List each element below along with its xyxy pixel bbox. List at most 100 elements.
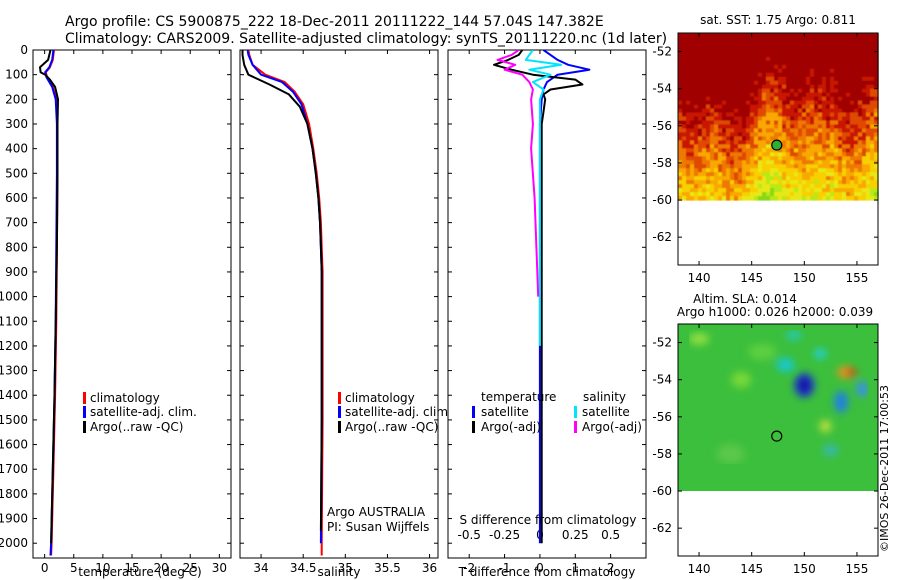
heatmap-cell xyxy=(866,112,871,118)
heatmap-cell xyxy=(790,128,795,134)
heatmap-cell xyxy=(870,48,875,54)
heatmap-cell xyxy=(818,148,823,153)
heatmap-cell xyxy=(722,60,727,66)
legend-swatch-temperature-argo xyxy=(472,421,475,433)
heatmap-cell xyxy=(818,176,823,181)
heatmap-cell xyxy=(686,180,691,185)
heatmap-cell xyxy=(702,164,707,169)
heatmap-cell xyxy=(818,124,823,130)
salinity-depth-ticks xyxy=(240,49,438,544)
heatmap-cell xyxy=(810,52,815,58)
heatmap-cell xyxy=(834,96,839,102)
heatmap-cell xyxy=(718,176,723,181)
heatmap-cell xyxy=(758,112,763,118)
heatmap-cell xyxy=(826,172,831,177)
heatmap-cell xyxy=(842,192,847,197)
heatmap-cell xyxy=(702,112,707,118)
heatmap-cell xyxy=(834,52,839,58)
heatmap-cell xyxy=(702,64,707,70)
heatmap-cell xyxy=(870,188,875,193)
heatmap-cell xyxy=(774,156,779,161)
heatmap-cell xyxy=(790,148,795,153)
heatmap-cell xyxy=(758,160,763,165)
heatmap-cell xyxy=(746,164,751,169)
heatmap-cell xyxy=(794,180,799,185)
heatmap-cell xyxy=(794,128,799,134)
heatmap-cell xyxy=(710,192,715,197)
heatmap-cell xyxy=(862,76,867,82)
heatmap-cell xyxy=(750,64,755,70)
heatmap-cell xyxy=(698,128,703,134)
heatmap-cell xyxy=(770,64,775,70)
heatmap-cell xyxy=(718,192,723,197)
heatmap-cell xyxy=(818,33,823,38)
heatmap-cell xyxy=(786,84,791,90)
heatmap-cell xyxy=(782,180,787,185)
heatmap-cell xyxy=(854,152,859,157)
heatmap-cell xyxy=(842,180,847,185)
heatmap-cell xyxy=(774,108,779,114)
heatmap-cell xyxy=(786,60,791,66)
heatmap-cell xyxy=(702,72,707,78)
heatmap-cell xyxy=(682,196,687,201)
heatmap-cell xyxy=(746,76,751,82)
heatmap-cell xyxy=(714,112,719,118)
heatmap-cell xyxy=(786,36,791,42)
heatmap-cell xyxy=(858,44,863,50)
heatmap-cell xyxy=(770,96,775,102)
heatmap-cell xyxy=(758,172,763,177)
heatmap-cell xyxy=(766,164,771,169)
heatmap-cell xyxy=(762,33,767,38)
heatmap-cell xyxy=(770,92,775,98)
heatmap-cell xyxy=(774,188,779,193)
heatmap-cell xyxy=(818,60,823,66)
heatmap-cell xyxy=(714,84,719,90)
heatmap-cell xyxy=(710,84,715,90)
heatmap-cell xyxy=(698,108,703,114)
heatmap-cell xyxy=(690,180,695,185)
heatmap-cell xyxy=(770,128,775,134)
heatmap-cell xyxy=(810,108,815,114)
heatmap-cell xyxy=(866,96,871,102)
heatmap-cell xyxy=(718,104,723,110)
x-tick-label: 34.5 xyxy=(290,561,317,575)
heatmap-cell xyxy=(746,192,751,197)
heatmap-cell xyxy=(694,136,699,141)
depth-tick-label: 1000 xyxy=(0,290,28,304)
heatmap-cell xyxy=(782,148,787,153)
heatmap-cell xyxy=(746,196,751,201)
heatmap-cell xyxy=(766,80,771,86)
heatmap-cell xyxy=(870,136,875,141)
heatmap-cell xyxy=(778,192,783,197)
heatmap-cell xyxy=(738,76,743,82)
heatmap-cell xyxy=(730,56,735,62)
sla-anomaly xyxy=(716,443,745,464)
heatmap-cell xyxy=(794,168,799,173)
heatmap-cell xyxy=(846,88,851,94)
heatmap-cell xyxy=(762,96,767,102)
heatmap-cell xyxy=(814,112,819,118)
heatmap-cell xyxy=(862,40,867,46)
heatmap-cell xyxy=(866,160,871,165)
legend-swatch-climatology xyxy=(338,392,341,404)
series-line xyxy=(493,50,584,544)
heatmap-cell xyxy=(862,128,867,134)
heatmap-cell xyxy=(686,68,691,74)
heatmap-cell xyxy=(702,56,707,62)
heatmap-cell xyxy=(790,124,795,130)
header-line-2: Climatology: CARS2009. Satellite-adjuste… xyxy=(65,31,667,47)
heatmap-cell xyxy=(734,172,739,177)
heatmap-cell xyxy=(738,148,743,153)
heatmap-cell xyxy=(850,48,855,54)
heatmap-cell xyxy=(698,152,703,157)
heatmap-cell xyxy=(826,52,831,58)
heatmap-cell xyxy=(686,164,691,169)
heatmap-cell xyxy=(698,124,703,130)
heatmap-cell xyxy=(754,176,759,181)
heatmap-cell xyxy=(690,184,695,189)
heatmap-cell xyxy=(850,160,855,165)
heatmap-cell xyxy=(710,180,715,185)
heatmap-cell xyxy=(678,184,683,189)
heatmap-cell xyxy=(754,120,759,126)
heatmap-cell xyxy=(766,33,771,38)
